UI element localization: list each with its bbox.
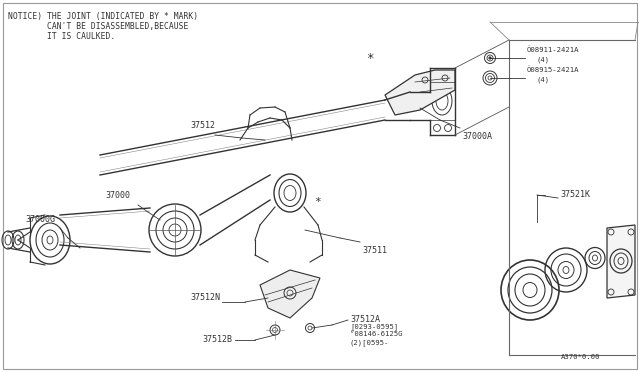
Text: CAN'T BE DISASSEMBLED,BECAUSE: CAN'T BE DISASSEMBLED,BECAUSE bbox=[8, 22, 188, 31]
Text: [0293-0595]: [0293-0595] bbox=[350, 323, 398, 330]
Text: A370*0.00: A370*0.00 bbox=[561, 354, 600, 360]
Text: (2)[0595-: (2)[0595- bbox=[350, 339, 389, 346]
Text: 37521K: 37521K bbox=[560, 189, 590, 199]
Text: (4): (4) bbox=[537, 57, 550, 63]
Text: 37512N: 37512N bbox=[190, 294, 220, 302]
Text: Ô08911-2421A: Ô08911-2421A bbox=[527, 47, 579, 53]
Text: *: * bbox=[315, 197, 321, 207]
Polygon shape bbox=[385, 70, 455, 115]
Text: (4): (4) bbox=[537, 77, 550, 83]
Circle shape bbox=[489, 57, 491, 59]
Text: NOTICE) THE JOINT (INDICATED BY * MARK): NOTICE) THE JOINT (INDICATED BY * MARK) bbox=[8, 12, 198, 21]
Polygon shape bbox=[260, 270, 320, 318]
Text: *: * bbox=[366, 51, 374, 64]
Text: Ô08915-2421A: Ô08915-2421A bbox=[527, 67, 579, 73]
Text: 37000G: 37000G bbox=[25, 215, 55, 224]
Text: 37000: 37000 bbox=[105, 191, 130, 200]
Text: 37512B: 37512B bbox=[202, 336, 232, 344]
Text: °08146-6125G: °08146-6125G bbox=[350, 331, 403, 337]
Text: 37511: 37511 bbox=[362, 246, 387, 255]
Polygon shape bbox=[607, 225, 635, 298]
Text: IT IS CAULKED.: IT IS CAULKED. bbox=[8, 32, 115, 41]
Text: 37512A: 37512A bbox=[350, 315, 380, 324]
Text: 37000A: 37000A bbox=[462, 132, 492, 141]
Text: 37512: 37512 bbox=[190, 121, 215, 130]
